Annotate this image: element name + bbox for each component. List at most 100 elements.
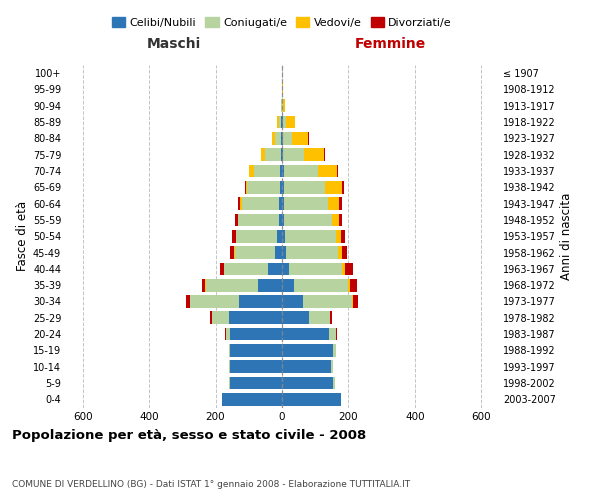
Bar bbox=[229, 376, 230, 390]
Bar bbox=[302, 295, 352, 308]
Bar bbox=[282, 376, 332, 390]
Bar bbox=[342, 181, 344, 194]
Bar bbox=[272, 132, 275, 145]
Bar bbox=[254, 164, 280, 177]
Bar bbox=[212, 312, 229, 324]
Bar bbox=[283, 132, 292, 145]
Bar bbox=[284, 214, 332, 226]
Bar bbox=[265, 148, 281, 161]
Bar bbox=[275, 132, 281, 145]
Bar bbox=[337, 164, 338, 177]
Bar bbox=[282, 116, 283, 128]
Text: Femmine: Femmine bbox=[355, 38, 425, 52]
Bar bbox=[283, 100, 285, 112]
Bar bbox=[280, 181, 282, 194]
Bar bbox=[345, 262, 353, 275]
Bar bbox=[284, 181, 325, 194]
Bar bbox=[230, 360, 282, 373]
Bar bbox=[275, 246, 282, 259]
Bar bbox=[278, 116, 281, 128]
Bar bbox=[282, 360, 331, 373]
Bar bbox=[282, 148, 283, 161]
Bar bbox=[224, 262, 268, 275]
Bar bbox=[286, 246, 338, 259]
Bar bbox=[282, 230, 285, 242]
Bar bbox=[284, 164, 318, 177]
Bar bbox=[282, 295, 302, 308]
Bar bbox=[236, 230, 277, 242]
Bar bbox=[225, 328, 226, 340]
Bar bbox=[282, 344, 332, 357]
Bar bbox=[235, 246, 275, 259]
Bar bbox=[336, 230, 341, 242]
Bar bbox=[226, 328, 230, 340]
Bar bbox=[279, 198, 282, 210]
Bar bbox=[282, 132, 283, 145]
Bar bbox=[341, 230, 346, 242]
Text: COMUNE DI VERDELLINO (BG) - Dati ISTAT 1° gennaio 2008 - Elaborazione TUTTITALIA: COMUNE DI VERDELLINO (BG) - Dati ISTAT 1… bbox=[12, 480, 410, 489]
Bar bbox=[342, 262, 345, 275]
Bar bbox=[352, 295, 353, 308]
Bar bbox=[282, 262, 289, 275]
Bar bbox=[280, 164, 282, 177]
Bar bbox=[245, 181, 246, 194]
Bar bbox=[281, 148, 282, 161]
Bar bbox=[348, 279, 350, 291]
Bar bbox=[206, 279, 258, 291]
Bar bbox=[202, 279, 205, 291]
Bar bbox=[332, 344, 335, 357]
Bar bbox=[282, 393, 341, 406]
Bar bbox=[328, 198, 339, 210]
Bar bbox=[279, 214, 282, 226]
Bar bbox=[338, 246, 342, 259]
Bar bbox=[330, 312, 332, 324]
Bar bbox=[220, 262, 224, 275]
Bar bbox=[331, 360, 333, 373]
Bar bbox=[229, 344, 230, 357]
Text: Popolazione per età, sesso e stato civile - 2008: Popolazione per età, sesso e stato civil… bbox=[12, 430, 366, 442]
Bar bbox=[238, 214, 279, 226]
Bar bbox=[325, 181, 342, 194]
Bar bbox=[282, 164, 284, 177]
Legend: Celibi/Nubili, Coniugati/e, Vedovi/e, Divorziati/e: Celibi/Nubili, Coniugati/e, Vedovi/e, Di… bbox=[112, 18, 452, 28]
Bar bbox=[230, 246, 234, 259]
Bar bbox=[230, 328, 282, 340]
Bar bbox=[232, 230, 236, 242]
Bar bbox=[247, 181, 280, 194]
Bar bbox=[230, 344, 282, 357]
Bar bbox=[282, 312, 309, 324]
Bar bbox=[230, 376, 282, 390]
Bar bbox=[238, 198, 240, 210]
Bar bbox=[235, 214, 238, 226]
Bar bbox=[283, 148, 304, 161]
Y-axis label: Anni di nascita: Anni di nascita bbox=[560, 192, 573, 280]
Bar bbox=[283, 116, 286, 128]
Bar bbox=[229, 312, 282, 324]
Bar bbox=[281, 116, 282, 128]
Bar bbox=[282, 181, 284, 194]
Text: Maschi: Maschi bbox=[147, 38, 201, 52]
Bar bbox=[234, 246, 235, 259]
Bar bbox=[339, 214, 343, 226]
Bar bbox=[286, 116, 295, 128]
Bar bbox=[304, 148, 324, 161]
Bar bbox=[240, 198, 242, 210]
Bar bbox=[249, 164, 254, 177]
Bar bbox=[282, 328, 329, 340]
Bar bbox=[242, 198, 279, 210]
Bar bbox=[294, 279, 348, 291]
Bar bbox=[268, 262, 282, 275]
Y-axis label: Fasce di età: Fasce di età bbox=[16, 201, 29, 272]
Bar bbox=[332, 376, 335, 390]
Bar bbox=[284, 198, 328, 210]
Bar bbox=[261, 148, 265, 161]
Bar bbox=[229, 360, 230, 373]
Bar bbox=[339, 198, 342, 210]
Bar bbox=[221, 393, 282, 406]
Bar bbox=[281, 132, 282, 145]
Bar bbox=[258, 279, 282, 291]
Bar bbox=[289, 262, 342, 275]
Bar bbox=[246, 181, 247, 194]
Bar bbox=[309, 312, 330, 324]
Bar bbox=[190, 295, 239, 308]
